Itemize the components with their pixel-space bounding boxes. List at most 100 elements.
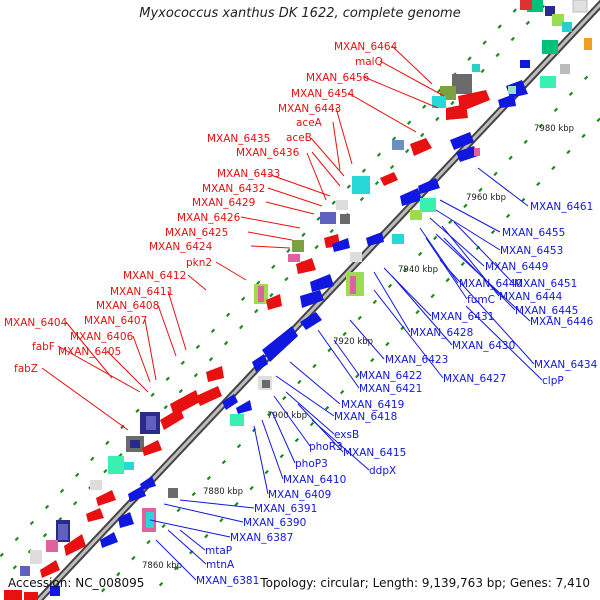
gene-feature[interactable] bbox=[562, 22, 572, 32]
gene-label[interactable]: MXAN_6390 bbox=[243, 517, 306, 529]
gene-label[interactable]: clpP bbox=[542, 375, 564, 387]
gene-feature[interactable] bbox=[350, 252, 362, 262]
gene-feature[interactable] bbox=[474, 148, 480, 156]
gene-feature[interactable] bbox=[350, 276, 356, 294]
gene-label[interactable]: MXAN_6430 bbox=[452, 340, 515, 352]
gene-label[interactable]: MXAN_6451 bbox=[514, 278, 577, 290]
gene-feature[interactable] bbox=[86, 508, 104, 522]
gene-feature[interactable] bbox=[508, 86, 516, 94]
gene-label[interactable]: MXAN_6407 bbox=[84, 315, 147, 327]
gene-label[interactable]: MXAN_6453 bbox=[500, 245, 563, 257]
gene-label[interactable]: MXAN_6381 bbox=[196, 575, 259, 587]
gene-feature[interactable] bbox=[124, 462, 134, 470]
gene-label[interactable]: MXAN_6446 bbox=[530, 316, 594, 328]
gene-feature[interactable] bbox=[50, 586, 60, 596]
gene-label[interactable]: MXAN_6426 bbox=[177, 212, 241, 224]
gene-label[interactable]: MXAN_6418 bbox=[334, 411, 397, 423]
gene-label[interactable]: mtaP bbox=[205, 545, 232, 557]
gene-feature[interactable] bbox=[572, 0, 588, 13]
gene-feature[interactable] bbox=[520, 60, 530, 68]
gene-feature[interactable] bbox=[222, 394, 238, 410]
gene-feature[interactable] bbox=[310, 274, 334, 292]
gene-feature[interactable] bbox=[64, 534, 86, 556]
gene-feature[interactable] bbox=[450, 132, 474, 150]
gene-feature[interactable] bbox=[206, 366, 224, 382]
gene-feature[interactable] bbox=[410, 210, 422, 220]
gene-feature[interactable] bbox=[456, 146, 478, 162]
gene-feature[interactable] bbox=[320, 212, 336, 224]
gene-feature[interactable] bbox=[392, 234, 404, 244]
gene-label[interactable]: MXAN_6464 bbox=[334, 41, 398, 53]
gene-feature[interactable] bbox=[288, 254, 300, 262]
gene-label[interactable]: MXAN_6404 bbox=[4, 317, 68, 329]
gene-label[interactable]: aceA bbox=[296, 117, 323, 129]
gene-label[interactable]: aceB bbox=[286, 132, 312, 144]
gene-label[interactable]: exsB bbox=[334, 429, 359, 441]
gene-feature[interactable] bbox=[418, 178, 440, 194]
gene-feature[interactable] bbox=[108, 456, 124, 474]
gene-label[interactable]: MXAN_6409 bbox=[268, 489, 331, 501]
gene-feature[interactable] bbox=[540, 76, 556, 88]
gene-feature[interactable] bbox=[58, 524, 68, 540]
gene-label[interactable]: MXAN_6411 bbox=[110, 286, 173, 298]
gene-feature[interactable] bbox=[472, 64, 480, 72]
gene-feature[interactable] bbox=[266, 294, 282, 310]
gene-feature[interactable] bbox=[296, 258, 316, 274]
gene-feature[interactable] bbox=[128, 486, 146, 502]
gene-feature[interactable] bbox=[236, 400, 252, 414]
gene-label[interactable]: MXAN_6461 bbox=[530, 201, 593, 213]
gene-label[interactable]: MXAN_6431 bbox=[431, 311, 494, 323]
gene-feature[interactable] bbox=[432, 96, 446, 108]
gene-feature[interactable] bbox=[90, 480, 102, 490]
gene-feature[interactable] bbox=[520, 0, 532, 10]
gene-label[interactable]: MXAN_6456 bbox=[306, 72, 370, 84]
gene-feature[interactable] bbox=[30, 550, 42, 564]
gene-feature[interactable] bbox=[542, 40, 558, 54]
gene-feature[interactable] bbox=[332, 238, 350, 252]
gene-feature[interactable] bbox=[352, 176, 370, 194]
gene-label[interactable]: MXAN_6429 bbox=[192, 197, 255, 209]
gene-label[interactable]: MXAN_6449 bbox=[485, 261, 548, 273]
gene-label[interactable]: pkn2 bbox=[186, 257, 212, 269]
gene-label[interactable]: MXAN_6408 bbox=[96, 300, 159, 312]
gene-label[interactable]: MXAN_6422 bbox=[359, 370, 422, 382]
gene-feature[interactable] bbox=[498, 94, 516, 108]
gene-label[interactable]: MXAN_6387 bbox=[230, 532, 293, 544]
gene-feature[interactable] bbox=[40, 560, 60, 578]
gene-label[interactable]: MXAN_6423 bbox=[385, 354, 448, 366]
gene-label[interactable]: fumC bbox=[467, 294, 495, 306]
gene-feature[interactable] bbox=[252, 354, 268, 372]
gene-feature[interactable] bbox=[24, 592, 38, 600]
gene-feature[interactable] bbox=[292, 240, 304, 252]
gene-label[interactable]: mtnA bbox=[206, 559, 235, 571]
gene-label[interactable]: MXAN_6406 bbox=[70, 331, 134, 343]
gene-feature[interactable] bbox=[552, 14, 564, 26]
gene-feature[interactable] bbox=[100, 532, 118, 548]
gene-feature[interactable] bbox=[366, 232, 384, 246]
gene-label[interactable]: MXAN_6427 bbox=[443, 373, 506, 385]
gene-feature[interactable] bbox=[300, 290, 324, 308]
gene-label[interactable]: MXAN_6444 bbox=[499, 291, 563, 303]
gene-label[interactable]: MXAN_6435 bbox=[207, 133, 270, 145]
gene-label[interactable]: MXAN_6410 bbox=[283, 474, 346, 486]
gene-label[interactable]: MXAN_6428 bbox=[410, 327, 473, 339]
gene-feature[interactable] bbox=[392, 140, 404, 150]
gene-feature[interactable] bbox=[452, 74, 472, 94]
gene-label[interactable]: malQ bbox=[355, 56, 383, 68]
gene-label[interactable]: MXAN_6445 bbox=[515, 305, 578, 317]
gene-feature[interactable] bbox=[262, 380, 270, 388]
gene-feature[interactable] bbox=[230, 414, 244, 426]
gene-label[interactable]: fabZ bbox=[14, 363, 38, 375]
gene-feature[interactable] bbox=[410, 138, 432, 156]
gene-feature[interactable] bbox=[300, 312, 322, 330]
gene-feature[interactable] bbox=[340, 214, 350, 224]
gene-label[interactable]: MXAN_6443 bbox=[278, 103, 341, 115]
gene-label[interactable]: MXAN_6440 bbox=[459, 278, 522, 290]
gene-label[interactable]: MXAN_6455 bbox=[502, 227, 565, 239]
gene-label[interactable]: MXAN_6454 bbox=[291, 88, 355, 100]
gene-feature[interactable] bbox=[168, 488, 178, 498]
gene-feature[interactable] bbox=[258, 286, 264, 302]
gene-label[interactable]: MXAN_6391 bbox=[254, 503, 317, 515]
gene-feature[interactable] bbox=[420, 198, 436, 212]
gene-label[interactable]: MXAN_6433 bbox=[217, 168, 280, 180]
